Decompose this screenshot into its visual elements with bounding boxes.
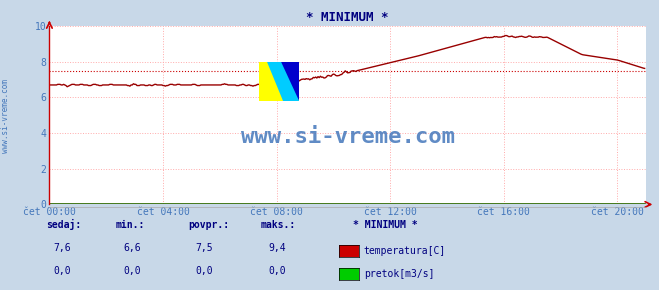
Text: * MINIMUM *: * MINIMUM *: [353, 220, 417, 230]
Polygon shape: [267, 62, 299, 101]
Text: 7,5: 7,5: [196, 243, 213, 253]
Text: sedaj:: sedaj:: [46, 219, 81, 230]
Text: www.si-vreme.com: www.si-vreme.com: [241, 127, 455, 147]
Title: * MINIMUM *: * MINIMUM *: [306, 10, 389, 23]
Text: 0,0: 0,0: [123, 266, 140, 276]
Text: maks.:: maks.:: [260, 220, 295, 230]
Text: 0,0: 0,0: [54, 266, 71, 276]
Text: 6,6: 6,6: [123, 243, 140, 253]
Text: 9,4: 9,4: [268, 243, 285, 253]
Text: pretok[m3/s]: pretok[m3/s]: [364, 269, 434, 279]
Text: min.:: min.:: [115, 220, 145, 230]
Polygon shape: [273, 62, 299, 101]
Text: 0,0: 0,0: [196, 266, 213, 276]
Text: 0,0: 0,0: [268, 266, 285, 276]
Text: povpr.:: povpr.:: [188, 220, 229, 230]
Text: www.si-vreme.com: www.si-vreme.com: [1, 79, 10, 153]
Text: temperatura[C]: temperatura[C]: [364, 246, 446, 256]
Text: 7,6: 7,6: [54, 243, 71, 253]
